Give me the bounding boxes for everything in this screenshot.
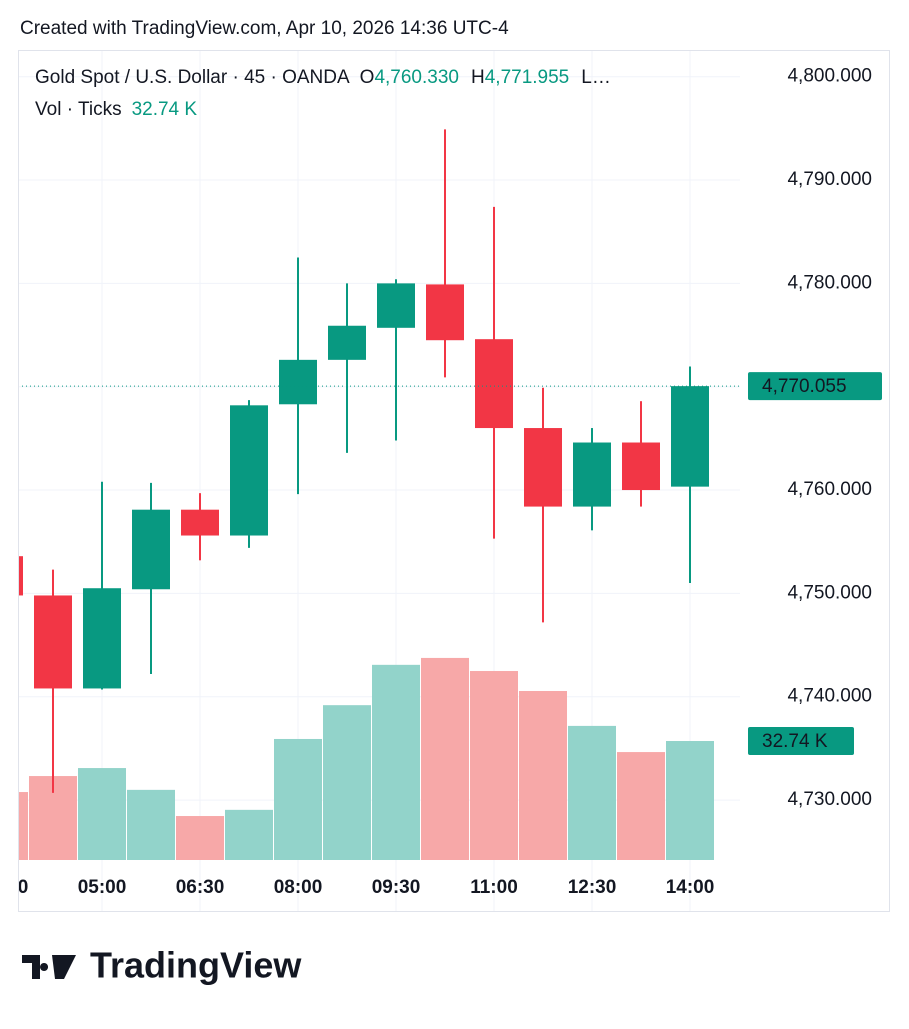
volume-bar <box>127 789 175 860</box>
candle-body <box>279 359 317 405</box>
last-price-badge <box>748 372 882 401</box>
symbol: Gold Spot / U.S. Dollar · 45 · OANDA <box>35 67 350 88</box>
candle-body <box>328 325 366 360</box>
volume-bar <box>372 664 420 860</box>
volume-value: 32.74 K <box>132 99 198 120</box>
volume-bar <box>176 816 224 860</box>
x-tick-label: 09:30 <box>372 877 421 898</box>
logo-text: TradingView <box>90 945 302 986</box>
chart-frame <box>18 50 890 912</box>
candle-body <box>573 442 611 507</box>
y-tick-label: 4,750.000 <box>787 582 872 603</box>
ohlc-prefix: H <box>471 67 485 88</box>
y-tick-label: 4,730.000 <box>787 789 872 810</box>
volume-bar <box>78 768 126 860</box>
volume-bar <box>470 671 518 860</box>
volume-bar <box>274 738 322 860</box>
volume-name: Vol · Ticks <box>35 99 122 120</box>
x-tick-label: 05:00 <box>78 877 127 898</box>
x-tick-label: 06:30 <box>176 877 225 898</box>
candle-body <box>622 442 660 491</box>
y-tick-label: 4,780.000 <box>787 272 872 293</box>
x-tick-label: 08:00 <box>274 877 323 898</box>
ohlc-value: 4,771.955 <box>485 67 570 88</box>
candle-body <box>83 588 121 689</box>
candle-body <box>230 405 268 536</box>
ohlc-value: 4,760.330 <box>374 67 459 88</box>
volume-bar <box>519 691 567 860</box>
x-tick-label: 12:30 <box>568 877 617 898</box>
volume-bar <box>617 752 665 860</box>
candle-body <box>671 386 709 487</box>
watermark: Created with TradingView.com, Apr 10, 20… <box>20 18 509 39</box>
plot-area: 03:30 05:00 06:30 08:00 09:30 11:00 12:30 14:00 <box>0 51 740 911</box>
x-tick-label: 14:00 <box>666 877 715 898</box>
volume-bar <box>225 809 273 860</box>
candle-body <box>426 284 464 341</box>
candle-body <box>34 595 72 689</box>
y-tick-label: 4,790.000 <box>787 169 872 190</box>
y-tick-label: 4,740.000 <box>787 686 872 707</box>
logo-mark <box>22 955 76 979</box>
price-axis: 4,730.000 4,740.000 4,750.000 4,760.000 4,77… <box>748 66 882 810</box>
volume-bar <box>568 725 616 860</box>
candle-body <box>181 509 219 536</box>
volume-badge <box>748 727 854 756</box>
candle-body <box>132 509 170 590</box>
last-price-label: 4,770.055 <box>762 376 847 397</box>
volume-bar <box>421 657 469 860</box>
volume-badge-label: 32.74 K <box>762 731 828 752</box>
volume-bar <box>19 792 28 860</box>
y-tick-label: 4,800.000 <box>787 66 872 87</box>
volume-bar <box>323 705 371 860</box>
y-tick-label: 4,760.000 <box>787 479 872 500</box>
ohlc-prefix: L… <box>581 67 611 88</box>
x-tick-label: 11:00 <box>470 877 518 898</box>
x-tick-label: 03:30 <box>0 877 28 898</box>
ohlc-prefix: O <box>360 67 375 88</box>
candle-body <box>524 428 562 507</box>
candle-body <box>377 283 415 328</box>
logo: TradingView <box>22 945 302 986</box>
chart-title: Gold Spot / U.S. Dollar · 45 · OANDA O4,7… <box>35 67 611 88</box>
volume-bar <box>666 741 714 860</box>
candle-body <box>475 339 513 429</box>
candle-body <box>19 556 23 596</box>
volume-title: Vol · Ticks 32.74 K <box>35 99 197 120</box>
